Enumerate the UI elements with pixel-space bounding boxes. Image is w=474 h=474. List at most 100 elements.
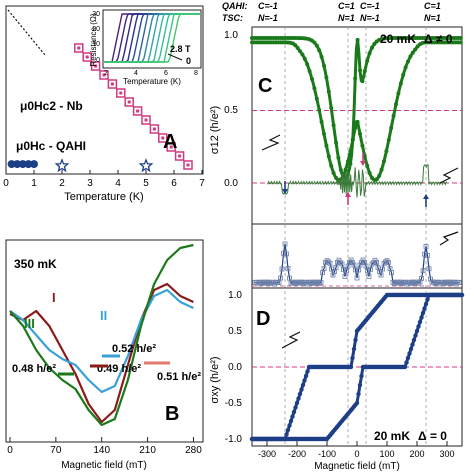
col3-c: C=-1 [360,1,380,11]
a-xtick-label: 2 [59,178,65,189]
panel-d-content [249,292,465,442]
d-point [351,346,357,352]
curve-label-ii: II [100,308,107,323]
c-point [319,54,324,59]
d-ytick-label: 1.0 [228,290,242,301]
c-point [322,63,326,68]
curve-label-iii: III [24,316,35,331]
hc2-point-core [102,73,106,77]
d-point [284,432,289,437]
d-point [293,405,298,410]
panel-c-ylabel: σ12 (h/e²) [209,106,221,154]
tsc-label: TSC: [222,13,243,23]
m-point [431,279,436,285]
col4-c: C=1 [424,1,441,11]
m-point [407,280,412,285]
c-point [401,72,406,77]
hc2-point-core [178,154,182,158]
col4-n: N=1 [424,13,441,23]
m-point [324,258,330,264]
c-point [458,36,463,40]
d-ytick-label: -0.5 [225,398,243,409]
c-point [413,47,418,52]
c-ytick-1: 1.0 [224,30,238,41]
d-point [407,351,412,356]
m-point [443,279,448,285]
header-labels: QAHI: TSC: C=-1 N=-1 C=1 N=1 C=-1 N=-1 C… [222,1,441,23]
c-point [331,123,336,128]
inset-field-low: 0 [186,56,191,66]
middle-strip-content [252,231,462,287]
panel-b: 350 mK I II III 0.52 h/e² 0.49 h/e² 0.51… [5,239,204,471]
d-point [303,373,309,379]
hc-star-point [54,158,70,173]
d-point [299,387,304,392]
m-point [257,279,262,285]
d-point [296,396,301,401]
hc2-point-core [110,82,114,86]
m-point [446,280,451,286]
m-point [344,268,349,274]
a-xtick-label: 6 [171,178,177,189]
m-trace [254,243,460,285]
m-point [389,270,394,276]
panel-b-frame [5,239,204,443]
m-point [260,280,265,286]
c-point [403,65,408,70]
inset-curves [104,13,200,63]
d-point [356,391,361,397]
c-point [293,43,298,48]
a-xtick-label: 0 [3,178,9,189]
d-ytick-label: 0.5 [228,326,242,337]
c-point [408,54,413,59]
d-point [348,364,354,370]
c-point [406,59,410,64]
c-point [310,77,314,82]
m-point [368,267,373,272]
col1-c: C=-1 [258,1,278,11]
m-point [356,267,361,273]
d-point [402,364,408,370]
c-point [329,163,334,168]
d-xtick-label: 100 [379,449,394,459]
m-point [428,276,433,282]
c-point [396,91,401,96]
c-point [389,125,394,130]
d-point [422,306,427,311]
annotation-049: 0.49 h/e² [97,363,141,375]
c-point [302,56,307,61]
a-xtick-label: 5 [143,178,149,189]
d-point [419,315,424,320]
c-point [458,40,463,45]
c-point [326,154,331,159]
m-point [425,253,430,258]
m-point [266,279,271,285]
hc-series [7,158,154,173]
panel-letter-b: B [165,403,179,425]
panel-b-xticks: 0 70 140 210 280 [7,437,202,456]
c-point [324,143,329,148]
m-point [365,268,370,274]
d-point [291,409,297,415]
col1-n: N=-1 [258,13,278,23]
m-point [321,266,327,272]
extrapolation-line [7,9,46,56]
annotation-048: 0.48 h/e² [12,363,56,375]
annotation-051: 0.51 h/e² [157,371,201,383]
c-point [348,161,353,166]
c-point [322,131,326,136]
m-point [380,266,385,272]
c-right-axis-arrow [439,167,459,184]
m-point [338,260,343,266]
hc-point [7,160,16,169]
hc2-point-core [169,145,173,149]
m-point [390,280,396,285]
c-point [391,113,396,118]
d-point [414,328,420,334]
hc-point [24,160,33,169]
label-hc2: μ0Hc2 - Nb [20,99,83,113]
a-xtick-label: 4 [115,178,121,189]
curve-i [9,282,194,424]
d-point [425,297,430,302]
panel-letter-c: C [258,75,272,97]
